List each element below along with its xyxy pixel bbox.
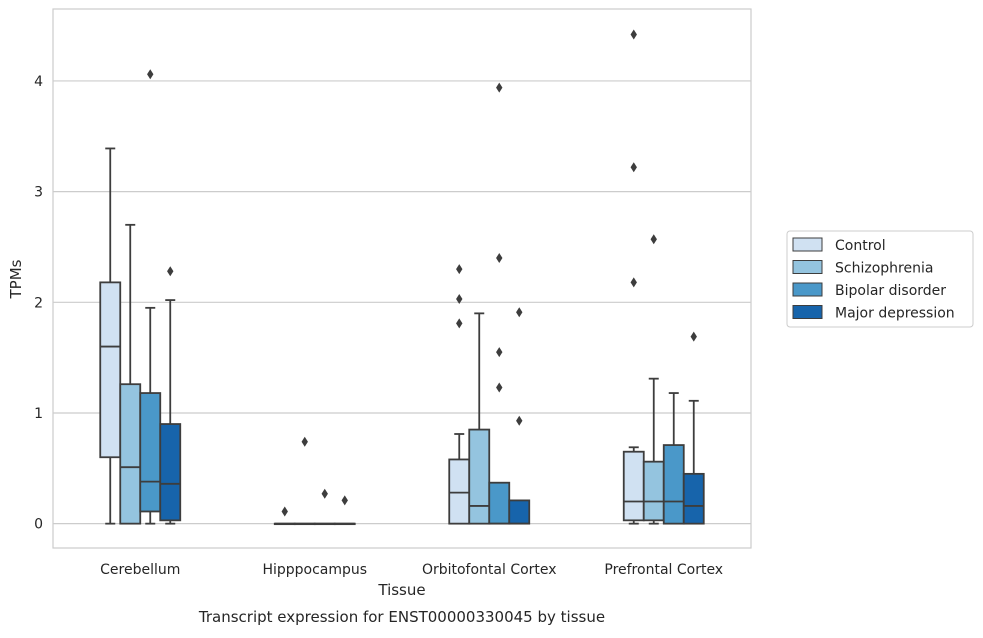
box-body xyxy=(119,383,142,525)
outlier-point xyxy=(630,162,637,173)
legend-label: Major depression xyxy=(835,306,955,322)
box-body xyxy=(508,499,531,525)
x-tick-label: Cerebellum xyxy=(100,562,180,578)
box-prefrontal-cortex-control xyxy=(622,446,645,525)
box-orbitofontal-cortex-major-depression xyxy=(508,499,531,525)
outlier-point xyxy=(301,436,308,447)
box-cerebellum-control xyxy=(99,147,122,525)
box-body xyxy=(448,458,471,525)
box-hipppocampus-control xyxy=(273,522,296,526)
outlier-point xyxy=(690,331,697,342)
box-body xyxy=(622,450,645,522)
outlier-point xyxy=(630,277,637,288)
x-tick-label: Hipppocampus xyxy=(262,562,367,578)
box-hipppocampus-schizophrenia xyxy=(293,522,316,526)
legend-label: Control xyxy=(835,238,886,254)
x-axis-title: Tissue xyxy=(377,581,425,599)
box-hipppocampus-major-depression xyxy=(333,522,356,526)
outlier-point xyxy=(456,318,463,329)
box-body xyxy=(99,281,122,459)
legend-swatch xyxy=(792,305,823,319)
outlier-point xyxy=(630,29,637,40)
box-orbitofontal-cortex-bipolar-disorder xyxy=(488,481,511,525)
box-prefrontal-cortex-bipolar-disorder xyxy=(662,392,685,525)
legend-label: Bipolar disorder xyxy=(835,283,946,299)
legend: Control Schizophrenia Bipolar disorder Majo… xyxy=(786,230,974,328)
outlier-points xyxy=(147,29,697,517)
box-body xyxy=(488,481,511,525)
y-tick-label: 1 xyxy=(34,406,43,422)
x-tick-labels: Cerebellum Hipppocampus Orbitofontal Corte… xyxy=(100,562,723,578)
legend-frame xyxy=(786,230,974,328)
legend-label: Schizophrenia xyxy=(835,261,933,277)
box-orbitofontal-cortex-schizophrenia xyxy=(468,312,491,525)
box-body xyxy=(468,428,491,525)
outlier-point xyxy=(516,415,523,426)
outlier-point xyxy=(281,506,288,517)
y-axis-title: TPMs xyxy=(7,259,25,299)
outlier-point xyxy=(496,347,503,358)
outlier-point xyxy=(321,488,328,499)
outlier-point xyxy=(456,264,463,275)
outlier-point xyxy=(167,266,174,277)
outlier-point xyxy=(147,69,154,80)
y-tick-label: 0 xyxy=(34,517,43,533)
box-body xyxy=(139,392,162,513)
legend-swatch xyxy=(792,282,823,297)
outlier-point xyxy=(341,495,348,506)
y-tick-labels: 0 1 2 3 4 xyxy=(34,74,43,533)
legend-swatch xyxy=(792,237,823,252)
box-body xyxy=(682,472,705,525)
box-groups xyxy=(99,147,705,526)
x-tick-label: Prefrontal Cortex xyxy=(604,562,723,578)
box-body xyxy=(662,444,685,525)
outlier-point xyxy=(516,307,523,318)
y-tick-label: 2 xyxy=(34,295,43,311)
x-tick-label: Orbitofontal Cortex xyxy=(422,562,557,578)
chart-caption: Transcript expression for ENST0000033004… xyxy=(198,608,605,626)
y-tick-label: 3 xyxy=(34,185,43,201)
box-hipppocampus-bipolar-disorder xyxy=(313,522,336,526)
outlier-point xyxy=(650,234,657,245)
box-body xyxy=(642,460,665,522)
box-body xyxy=(159,423,182,522)
outlier-point xyxy=(496,382,503,393)
y-tick-label: 4 xyxy=(34,74,43,90)
box-cerebellum-major-depression xyxy=(159,299,182,525)
outlier-point xyxy=(496,82,503,93)
legend-swatch xyxy=(792,260,823,274)
outlier-point xyxy=(496,253,503,264)
outlier-point xyxy=(456,293,463,304)
box-prefrontal-cortex-major-depression xyxy=(682,399,705,525)
